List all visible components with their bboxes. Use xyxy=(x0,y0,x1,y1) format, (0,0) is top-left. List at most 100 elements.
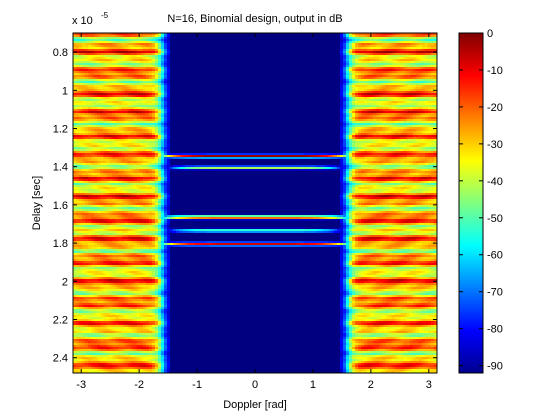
heatmap-cell xyxy=(82,47,89,50)
heatmap-cell xyxy=(94,89,98,92)
heatmap-cell xyxy=(409,63,414,66)
heatmap-cell xyxy=(154,115,159,118)
heatmap-cell xyxy=(358,169,362,172)
heatmap-cell xyxy=(148,71,153,74)
heatmap-cell xyxy=(358,173,365,176)
heatmap-cell xyxy=(352,193,356,196)
heatmap-cell xyxy=(388,163,392,166)
heatmap-cell xyxy=(352,117,356,120)
heatmap-cell xyxy=(412,45,417,48)
heatmap-cell xyxy=(349,161,353,164)
heatmap-cell xyxy=(151,163,156,166)
heatmap-cell xyxy=(403,131,414,134)
heatmap-cell xyxy=(73,131,77,134)
heatmap-cell xyxy=(355,145,359,148)
heatmap-cell xyxy=(346,215,350,218)
heatmap-cell xyxy=(412,89,417,92)
heatmap-cell xyxy=(145,181,150,184)
heatmap-cell xyxy=(394,215,408,218)
heatmap-cell xyxy=(352,103,356,106)
heatmap-cell xyxy=(339,207,344,210)
heatmap-cell xyxy=(167,59,171,62)
heatmap-cell xyxy=(394,205,398,208)
heatmap-cell xyxy=(397,61,411,64)
heatmap-cell xyxy=(352,175,356,178)
heatmap-cell xyxy=(97,175,101,178)
heatmap-cell xyxy=(142,35,147,38)
heatmap-cell xyxy=(373,203,377,206)
heatmap-cell xyxy=(342,133,347,136)
heatmap-cell xyxy=(346,119,350,122)
heatmap-cell xyxy=(151,67,156,70)
heatmap-cell xyxy=(327,169,338,172)
heatmap-cell xyxy=(379,121,383,124)
heatmap-cell xyxy=(106,165,110,168)
heatmap-cell xyxy=(391,131,395,134)
heatmap-cell xyxy=(424,203,435,206)
heatmap-cell xyxy=(403,223,411,226)
heatmap-cell xyxy=(127,189,138,192)
heatmap-cell xyxy=(160,209,165,212)
heatmap-cell xyxy=(167,181,171,184)
heatmap-cell xyxy=(118,123,132,126)
heatmap-cell xyxy=(136,71,141,74)
heatmap-cell xyxy=(109,145,119,148)
heatmap-cell xyxy=(418,45,423,48)
heatmap-cell xyxy=(167,159,171,162)
heatmap-cell xyxy=(400,97,408,100)
heatmap-cell xyxy=(424,103,437,106)
heatmap-cell xyxy=(355,207,359,210)
heatmap-cell xyxy=(346,77,350,80)
heatmap-cell xyxy=(157,205,162,208)
heatmap-cell xyxy=(349,101,353,104)
heatmap-cell xyxy=(139,147,144,150)
heatmap-cell xyxy=(355,85,368,88)
heatmap-cell xyxy=(148,93,153,96)
heatmap-cell xyxy=(103,119,110,122)
heatmap-cell xyxy=(339,199,344,202)
heatmap-cell xyxy=(139,117,144,120)
heatmap-cell xyxy=(82,119,86,122)
heatmap-cell xyxy=(355,77,359,80)
heatmap-cell xyxy=(379,57,383,60)
heatmap-cell xyxy=(406,207,411,210)
heatmap-cell xyxy=(349,105,353,108)
heatmap-cell xyxy=(115,113,128,116)
heatmap-cell xyxy=(127,47,132,50)
heatmap-cell xyxy=(154,97,159,100)
heatmap-cell xyxy=(76,71,80,74)
heatmap-cell xyxy=(391,65,401,68)
heatmap-cell xyxy=(346,239,350,242)
heatmap-cell xyxy=(403,127,408,130)
heatmap-cell xyxy=(388,219,395,222)
heatmap-cell xyxy=(106,181,110,184)
heatmap-cell xyxy=(406,97,411,100)
heatmap-cell xyxy=(97,131,107,134)
heatmap-cell xyxy=(106,117,116,120)
heatmap-cell xyxy=(376,185,380,188)
heatmap-cell xyxy=(94,203,98,206)
heatmap-cell xyxy=(100,171,104,174)
heatmap-cell xyxy=(100,161,107,164)
heatmap-cell xyxy=(133,195,138,198)
heatmap-cell xyxy=(151,95,156,98)
heatmap-cell xyxy=(403,239,411,242)
heatmap-cell xyxy=(142,219,147,222)
heatmap-cell xyxy=(403,63,408,66)
heatmap-cell xyxy=(109,113,113,116)
heatmap-cell xyxy=(355,181,359,184)
heatmap-cell xyxy=(342,77,347,80)
heatmap-cell xyxy=(342,229,347,232)
heatmap-cell xyxy=(415,35,426,38)
heatmap-cell xyxy=(388,227,401,230)
heatmap-cell xyxy=(397,87,401,90)
heatmap-cell xyxy=(342,43,347,46)
heatmap-cell xyxy=(406,237,417,240)
heatmap-cell xyxy=(139,187,153,190)
heatmap-cell xyxy=(79,65,83,68)
heatmap-cell xyxy=(433,197,437,200)
heatmap-cell xyxy=(79,215,83,218)
heatmap-cell xyxy=(85,235,92,238)
heatmap-cell xyxy=(160,107,165,110)
